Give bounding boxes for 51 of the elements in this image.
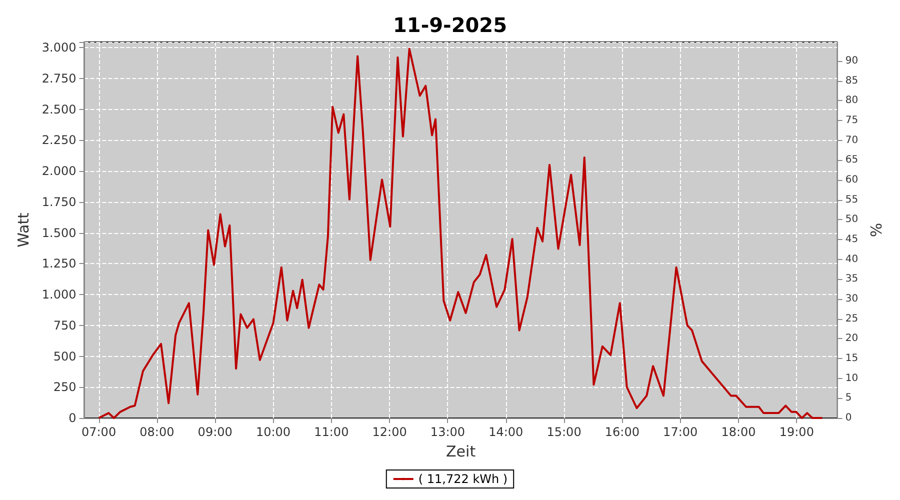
x-axis-title: Zeit: [446, 442, 476, 460]
y-tick-label: 2.750: [42, 71, 76, 86]
y-tick-label: 1.750: [42, 194, 76, 209]
y-tick-label: 2.250: [42, 133, 76, 148]
y-axis-title: Watt: [14, 212, 32, 248]
x-tick-label: 11:00: [314, 425, 349, 439]
x-tick-label: 15:00: [546, 425, 582, 439]
y2-tick-label: 75: [845, 115, 858, 126]
chart-title: 11-9-2025: [392, 13, 508, 37]
x-tick-label: 16:00: [604, 425, 640, 439]
legend-label: ( 11,722 kWh ): [418, 472, 508, 486]
y2-tick-label: 0: [845, 412, 852, 424]
y-tick-label: 2.500: [42, 102, 76, 116]
y-tick-label: 1.500: [42, 226, 76, 240]
line-series: [98, 48, 824, 419]
y-tick-label: 750: [53, 318, 76, 332]
y2-tick-label: 60: [845, 174, 858, 186]
y-tick-label: 1.250: [42, 256, 76, 271]
y2-tick-label: 65: [845, 154, 858, 166]
x-tick-label: 09:00: [198, 425, 232, 439]
y2-tick-label: 40: [845, 254, 858, 265]
y2-tick-label: 35: [845, 274, 858, 285]
x-tick-label: 10:00: [256, 425, 291, 439]
y2-tick-label: 55: [845, 194, 858, 206]
x-tick-label: 17:00: [663, 425, 698, 439]
y-tick-label: 2.000: [42, 164, 76, 178]
y2-axis-title: %: [868, 222, 886, 238]
y2-tick-label: 90: [845, 56, 858, 67]
y2-tick-label: 30: [845, 294, 858, 305]
y2-tick-label: 20: [845, 333, 858, 344]
y2-tick-label: 45: [845, 234, 858, 246]
x-tick-label: 13:00: [430, 425, 466, 439]
y2-tick-label: 50: [845, 214, 858, 226]
y2-tick-label: 15: [845, 353, 858, 364]
y2-tick-label: 25: [845, 313, 858, 324]
x-tick-label: 19:00: [779, 425, 814, 439]
x-tick-label: 12:00: [372, 425, 407, 439]
y2-tick-label: 10: [845, 372, 858, 384]
y2-tick-label: 85: [845, 75, 858, 86]
y2-tick-label: 70: [845, 134, 858, 146]
y2-tick-label: 80: [845, 95, 858, 106]
y-tick-label: 0: [68, 411, 76, 425]
y-tick-label: 250: [53, 380, 76, 394]
y-tick-label: 500: [53, 349, 76, 364]
y2-tick-label: 5: [845, 392, 852, 404]
x-tick-label: 18:00: [721, 425, 756, 439]
x-tick-label: 08:00: [140, 425, 174, 439]
x-tick-label: 07:00: [81, 425, 116, 439]
y-tick-label: 3.000: [42, 40, 76, 55]
y-tick-label: 1.000: [42, 288, 76, 302]
x-tick-label: 14:00: [488, 425, 524, 439]
